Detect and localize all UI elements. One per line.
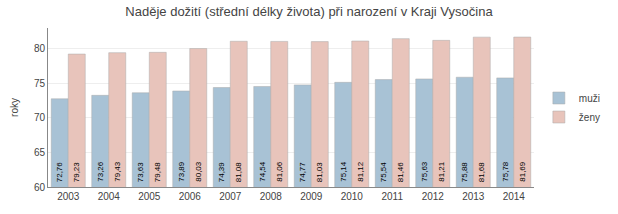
svg-text:2010: 2010 [341, 191, 364, 202]
svg-text:roky: roky [9, 98, 20, 117]
svg-text:ženy: ženy [579, 112, 600, 123]
svg-text:2006: 2006 [179, 191, 202, 202]
svg-text:75,78: 75,78 [501, 161, 510, 182]
svg-text:2012: 2012 [422, 191, 445, 202]
svg-text:81,06: 81,06 [275, 161, 284, 182]
svg-text:81,08: 81,08 [234, 162, 243, 183]
svg-text:2007: 2007 [219, 191, 242, 202]
svg-text:81,46: 81,46 [396, 162, 405, 183]
svg-text:2011: 2011 [381, 191, 403, 202]
svg-text:80: 80 [34, 43, 46, 54]
svg-text:73,89: 73,89 [177, 161, 186, 182]
svg-text:75,63: 75,63 [420, 161, 429, 182]
svg-text:79,23: 79,23 [72, 162, 81, 183]
svg-text:Naděje dožití (střední délky ž: Naděje dožití (střední délky života) při… [125, 4, 493, 19]
svg-text:75,88: 75,88 [460, 162, 469, 183]
svg-text:muži: muži [579, 93, 600, 104]
svg-text:2014: 2014 [503, 191, 526, 202]
svg-text:73,63: 73,63 [136, 162, 145, 183]
svg-text:60: 60 [34, 182, 46, 193]
svg-text:2008: 2008 [260, 191, 283, 202]
svg-text:70: 70 [34, 112, 46, 123]
svg-text:79,48: 79,48 [153, 162, 162, 183]
svg-text:75,14: 75,14 [339, 161, 348, 182]
svg-text:72,76: 72,76 [55, 162, 64, 183]
svg-text:2013: 2013 [462, 191, 485, 202]
svg-text:81,68: 81,68 [477, 162, 486, 183]
svg-text:2009: 2009 [300, 191, 323, 202]
svg-text:81,03: 81,03 [315, 162, 324, 183]
svg-text:74,39: 74,39 [217, 162, 226, 183]
svg-text:80,03: 80,03 [194, 161, 203, 182]
svg-text:73,26: 73,26 [96, 161, 105, 182]
svg-text:65: 65 [34, 147, 46, 158]
svg-text:81,21: 81,21 [437, 161, 446, 182]
svg-text:2003: 2003 [57, 191, 80, 202]
svg-text:81,12: 81,12 [356, 161, 365, 182]
svg-text:79,43: 79,43 [113, 161, 122, 182]
svg-text:75,54: 75,54 [379, 162, 388, 183]
svg-text:74,77: 74,77 [298, 162, 307, 183]
svg-text:2005: 2005 [138, 191, 161, 202]
svg-text:74,54: 74,54 [258, 161, 267, 182]
svg-text:81,69: 81,69 [518, 161, 527, 182]
svg-text:2004: 2004 [98, 191, 121, 202]
svg-text:75: 75 [34, 78, 46, 89]
